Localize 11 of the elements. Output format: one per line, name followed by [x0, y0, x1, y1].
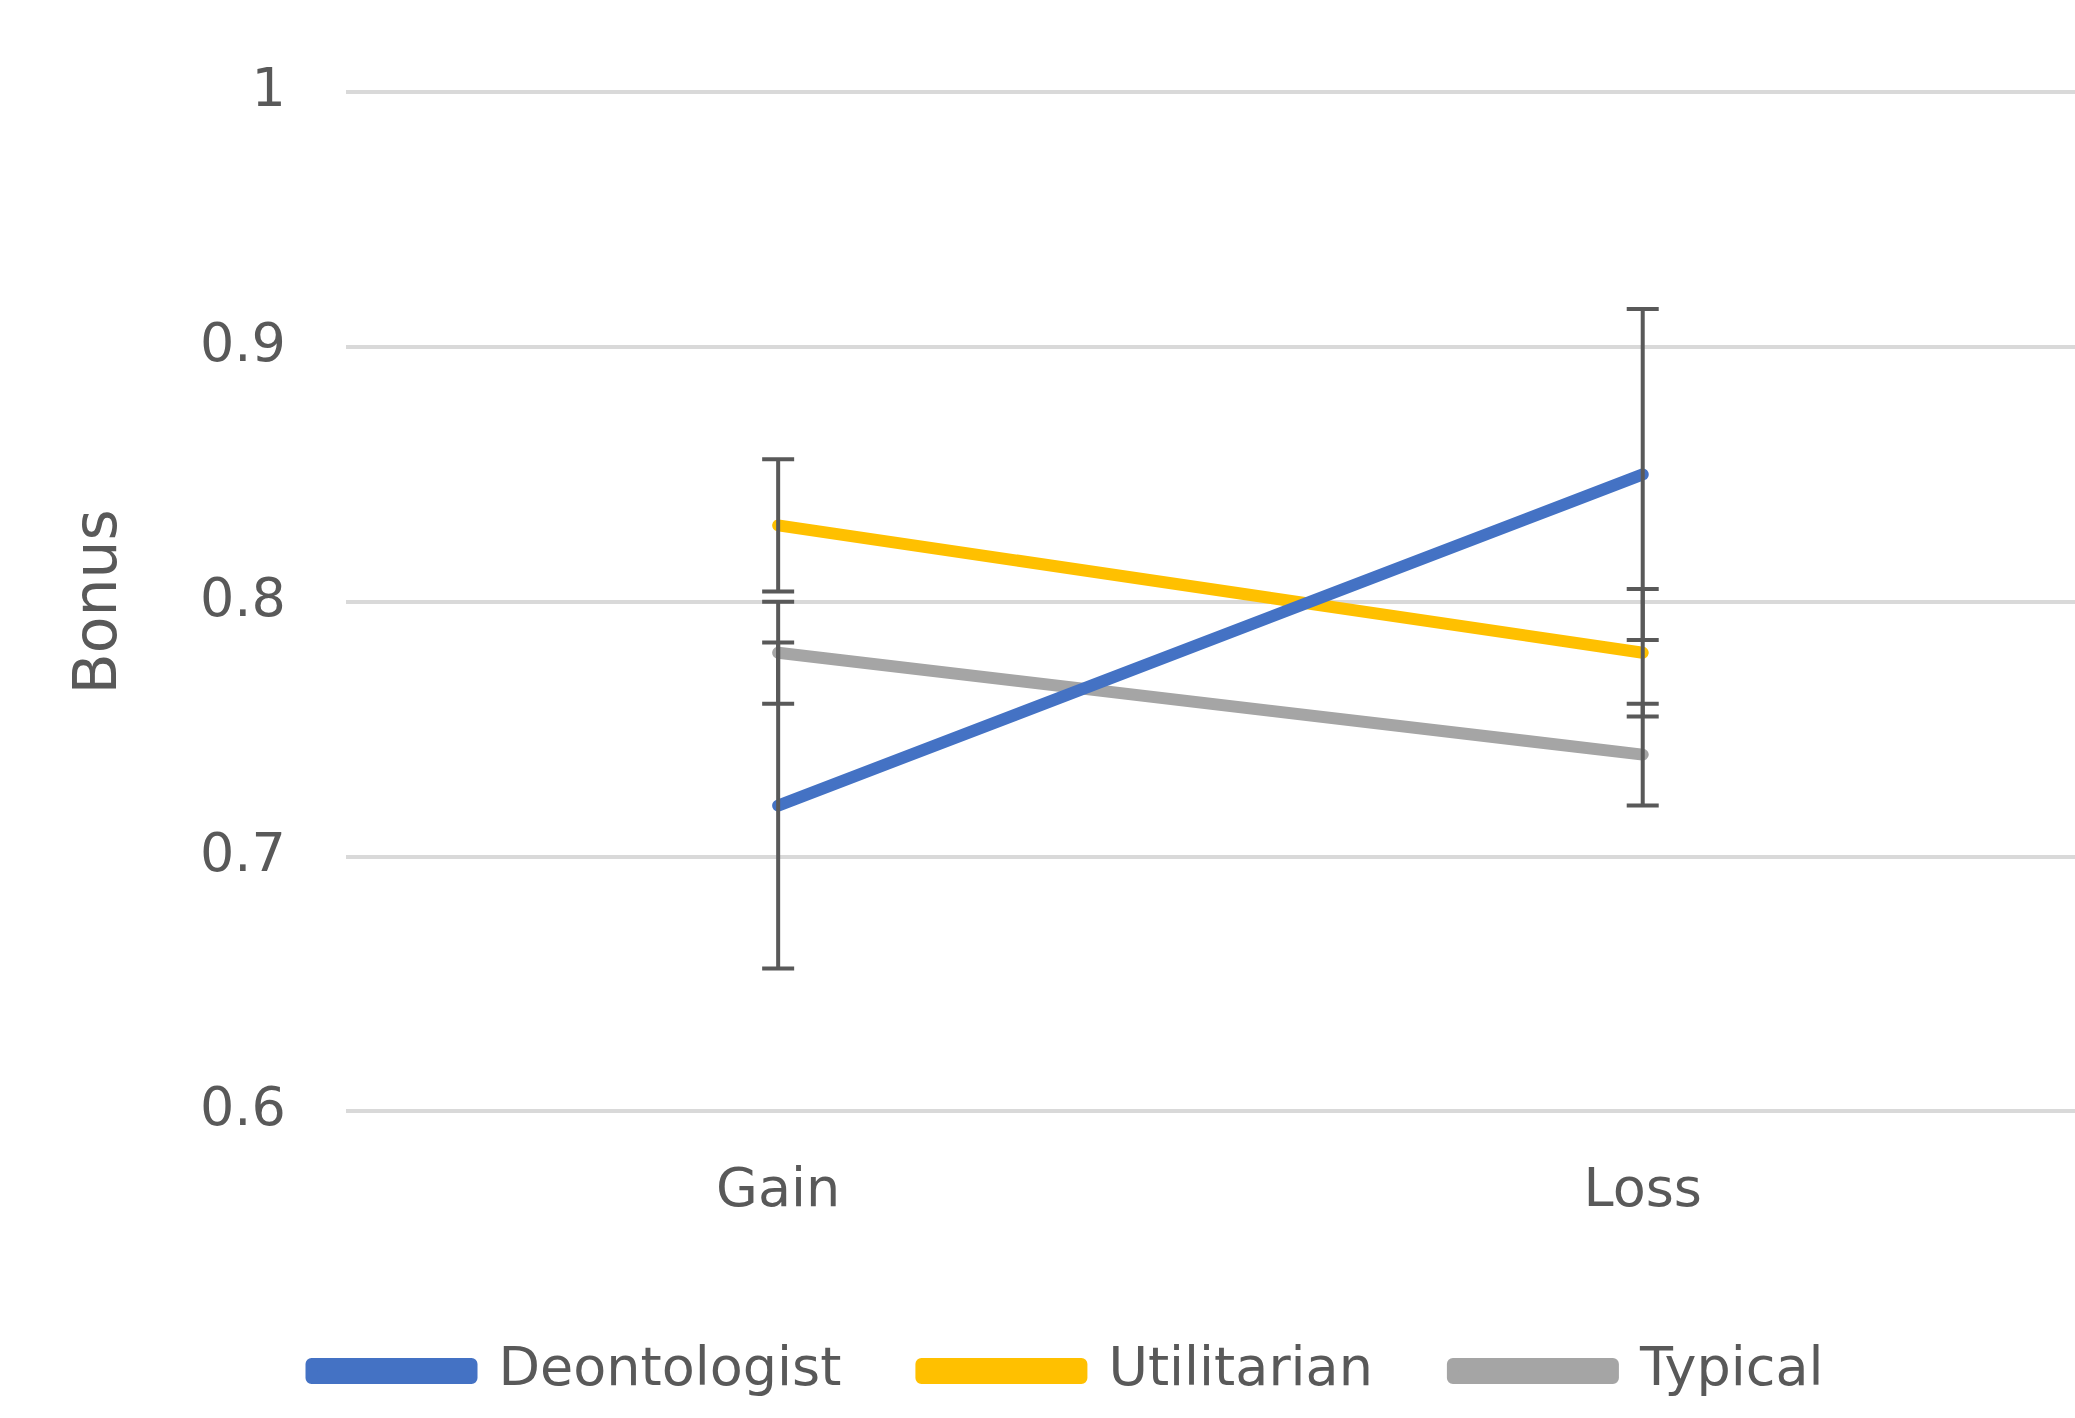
- y-tick-label: 0.8: [199, 565, 286, 629]
- legend-label: Utilitarian: [1108, 1335, 1373, 1399]
- legend-label: Typical: [1638, 1335, 1824, 1399]
- x-tick-label: Loss: [1583, 1155, 1702, 1219]
- y-axis-title: Bonus: [59, 509, 130, 695]
- y-tick-label: 0.7: [199, 820, 286, 884]
- y-tick-label: 1: [251, 56, 286, 120]
- y-tick-label: 0.9: [199, 311, 286, 375]
- x-tick-label: Gain: [716, 1155, 841, 1219]
- y-tick-label: 0.6: [199, 1075, 286, 1139]
- legend-label: Deontologist: [498, 1335, 842, 1399]
